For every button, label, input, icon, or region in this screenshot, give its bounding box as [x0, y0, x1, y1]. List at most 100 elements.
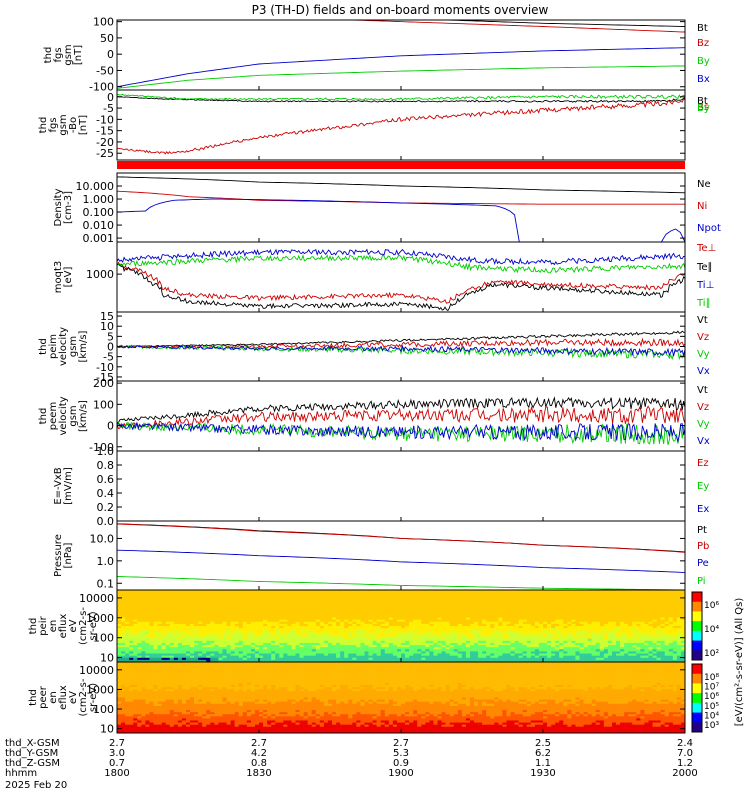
heatmap-cell: [238, 609, 244, 612]
heatmap-cell: [449, 640, 455, 644]
heatmap-cell: [437, 615, 442, 618]
heatmap-cell: [595, 598, 601, 601]
heatmap-cell: [141, 600, 146, 604]
heatmap-cell: [173, 632, 179, 635]
heatmap-cell: [368, 623, 373, 627]
heatmap-cell: [376, 645, 382, 648]
heatmap-cell: [611, 606, 617, 610]
heatmap-cell: [234, 600, 240, 604]
heatmap-cell: [181, 623, 187, 627]
heatmap-cell: [547, 623, 552, 627]
heatmap-cell: [449, 602, 455, 606]
heatmap-cell: [332, 657, 337, 661]
heatmap-cell: [396, 617, 402, 620]
heatmap-cell: [498, 636, 503, 640]
heatmap-cell: [181, 602, 187, 606]
heatmap-cell: [417, 628, 422, 631]
heatmap-cell: [311, 649, 317, 652]
heatmap-cell: [344, 655, 349, 659]
heatmap-cell: [267, 604, 272, 608]
heatmap-cell: [181, 613, 187, 616]
heatmap-cell: [376, 626, 382, 629]
heatmap-cell: [254, 638, 260, 642]
heatmap-cell: [469, 657, 475, 661]
heatmap-cell: [624, 617, 629, 620]
heatmap-cell: [417, 590, 422, 593]
heatmap-cell: [323, 623, 329, 627]
heatmap-cell: [340, 621, 345, 625]
series-temperature-1: [116, 263, 686, 312]
heatmap-cell: [165, 638, 171, 642]
heatmap-cell: [457, 590, 463, 593]
heatmap-cell: [482, 594, 487, 597]
heatmap-cell: [591, 659, 597, 663]
heatmap-cell: [421, 651, 426, 654]
heatmap-cell: [660, 642, 666, 646]
heatmap-cell: [652, 647, 657, 650]
heatmap-cell: [311, 657, 317, 661]
series-peim-0: [116, 330, 686, 348]
heatmap-cell: [632, 640, 637, 644]
heatmap-cell: [340, 619, 345, 623]
heatmap-cell: [384, 596, 390, 599]
heatmap-cell: [579, 606, 584, 610]
heatmap-cell: [490, 657, 495, 661]
heatmap-cell: [664, 592, 670, 595]
heatmap-cell: [311, 606, 317, 610]
heatmap-cell: [327, 626, 333, 629]
heatmap-cell: [181, 594, 187, 597]
heatmap-cell: [177, 598, 183, 601]
heatmap-cell: [250, 617, 256, 620]
heatmap-cell: [644, 617, 649, 620]
heatmap-cell: [469, 640, 475, 644]
heatmap-cell: [137, 651, 142, 654]
heatmap-cell: [547, 613, 552, 616]
heatmap-cell: [161, 653, 166, 656]
heatmap-cell: [668, 619, 674, 623]
heatmap-cell: [445, 647, 450, 650]
heatmap-cell: [453, 640, 459, 644]
heatmap-cell: [676, 590, 682, 593]
heatmap-cell: [453, 657, 459, 661]
heatmap-cell: [478, 590, 483, 593]
heatmap-cell: [319, 590, 325, 593]
heatmap-cell: [413, 657, 418, 661]
heatmap-cell: [254, 609, 260, 612]
heatmap-cell: [125, 632, 130, 635]
heatmap-cell: [348, 638, 353, 642]
heatmap-cell: [125, 619, 130, 623]
heatmap-cell: [230, 621, 235, 625]
heatmap-cell: [425, 617, 430, 620]
heatmap-cell: [490, 596, 495, 599]
heatmap-cell: [303, 649, 308, 652]
legend-pressure-3: Pi: [697, 576, 706, 587]
heatmap-cell: [165, 600, 171, 604]
heatmap-cell: [624, 657, 629, 661]
heatmap-cell: [401, 628, 406, 631]
heatmap-cell: [190, 600, 195, 604]
heatmap-cell: [165, 621, 171, 625]
heatmap-cell: [283, 617, 288, 620]
heatmap-cell: [603, 598, 609, 601]
heatmap-cell: [611, 609, 617, 612]
heatmap-cell: [173, 623, 179, 627]
heatmap-cell: [559, 592, 564, 595]
heatmap-cell: [429, 626, 434, 629]
heatmap-cell: [591, 632, 597, 635]
heatmap-cell: [279, 655, 284, 659]
heatmap-cell: [401, 653, 406, 656]
heatmap-cell: [587, 598, 592, 601]
heatmap-cell: [279, 611, 284, 614]
heatmap-cell: [636, 613, 641, 616]
heatmap-cell: [676, 613, 682, 616]
heatmap-cell: [344, 628, 349, 631]
heatmap-cell: [644, 630, 649, 633]
heatmap-cell: [538, 645, 544, 648]
heatmap-cell: [368, 632, 373, 635]
heatmap-cell: [222, 613, 227, 616]
heatmap-cell: [388, 602, 394, 606]
heatmap-cell: [607, 647, 613, 650]
heatmap-cell: [409, 638, 414, 642]
heatmap-cell: [376, 651, 382, 654]
heatmap-cell: [327, 613, 333, 616]
